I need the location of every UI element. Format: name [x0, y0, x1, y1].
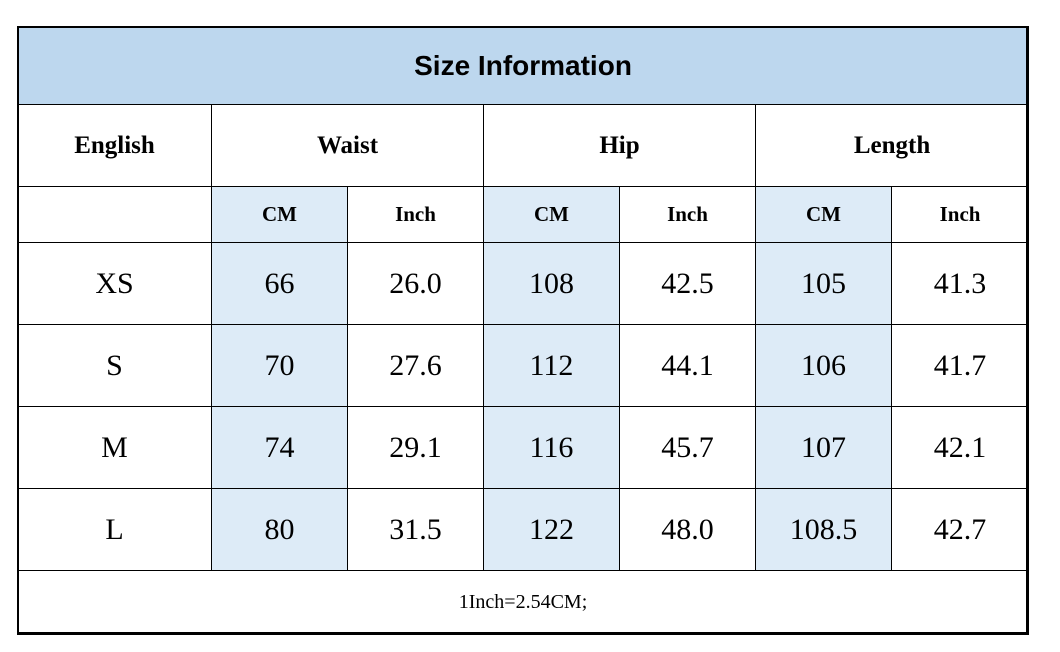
- table-title: Size Information: [16, 26, 1030, 105]
- waist-cm-cell: 70: [211, 324, 348, 407]
- size-information-table: Size Information English Waist Hip Lengt…: [16, 26, 1030, 635]
- waist-cm-header: CM: [211, 186, 348, 243]
- waist-cm-cell: 66: [211, 242, 348, 325]
- length-inch-cell: 42.1: [890, 406, 1030, 489]
- waist-cm-cell: 74: [211, 406, 348, 489]
- waist-cm-cell: 80: [211, 488, 348, 571]
- hip-inch-cell: 42.5: [619, 242, 756, 325]
- waist-inch-header: Inch: [347, 186, 484, 243]
- hip-inch-cell: 44.1: [619, 324, 756, 407]
- waist-header: Waist: [211, 104, 484, 187]
- size-cell: XS: [17, 242, 212, 325]
- hip-inch-header: Inch: [619, 186, 756, 243]
- length-cm-header: CM: [755, 186, 892, 243]
- table-outer-border: [17, 26, 1028, 634]
- length-inch-header: Inch: [890, 186, 1030, 243]
- table-row: M 74 29.1 116 45.7 107 42.1: [17, 406, 1030, 489]
- waist-inch-cell: 29.1: [347, 406, 484, 489]
- size-cell: S: [17, 324, 212, 407]
- length-cm-cell: 107: [755, 406, 892, 489]
- table-row: L 80 31.5 122 48.0 108.5 42.7: [17, 488, 1030, 571]
- length-cm-cell: 106: [755, 324, 892, 407]
- measurement-group-row: English Waist Hip Length: [17, 104, 1030, 187]
- hip-cm-header: CM: [483, 186, 620, 243]
- hip-cm-cell: 112: [483, 324, 620, 407]
- conversion-note: 1Inch=2.54CM;: [16, 570, 1030, 635]
- length-inch-cell: 41.7: [890, 324, 1030, 407]
- waist-inch-cell: 26.0: [347, 242, 484, 325]
- length-header: Length: [754, 104, 1030, 187]
- hip-header: Hip: [483, 104, 756, 187]
- length-inch-cell: 42.7: [890, 488, 1030, 571]
- hip-cm-cell: 108: [483, 242, 620, 325]
- note-row: 1Inch=2.54CM;: [16, 570, 1030, 635]
- table-row: S 70 27.6 112 44.1 106 41.7: [17, 324, 1030, 407]
- title-row: Size Information: [16, 26, 1030, 105]
- hip-cm-cell: 116: [483, 406, 620, 489]
- length-cm-cell: 108.5: [755, 488, 892, 571]
- length-inch-cell: 41.3: [890, 242, 1030, 325]
- hip-cm-cell: 122: [483, 488, 620, 571]
- waist-inch-cell: 31.5: [347, 488, 484, 571]
- unit-row: CM Inch CM Inch CM Inch: [17, 186, 1030, 243]
- table-row: XS 66 26.0 108 42.5 105 41.3: [17, 242, 1030, 325]
- hip-inch-cell: 45.7: [619, 406, 756, 489]
